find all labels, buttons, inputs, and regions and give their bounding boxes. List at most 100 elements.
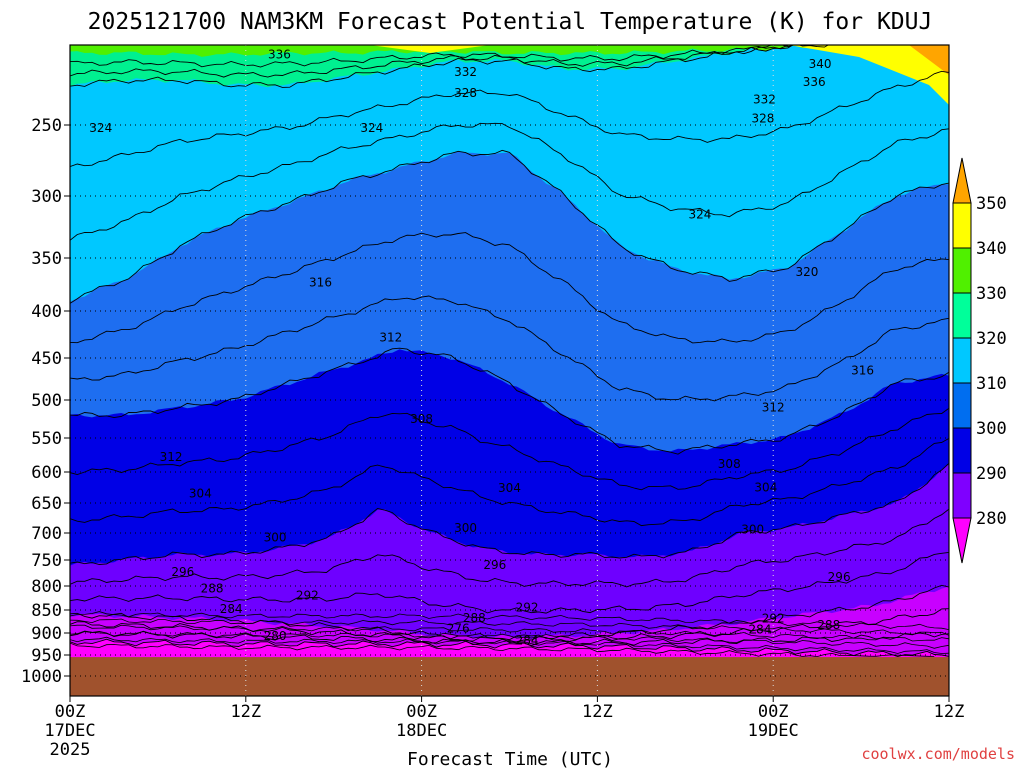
contour-label: 288 — [201, 581, 224, 595]
x-tick-label: 12Z — [934, 702, 965, 722]
x-tick-year: 2025 — [50, 740, 91, 760]
contour-label: 284 — [220, 602, 243, 616]
fill-band-340 — [70, 45, 949, 57]
colorbar-box-340 — [952, 202, 972, 249]
x-tick-label: 00Z — [406, 702, 437, 722]
contour-label: 312 — [379, 330, 402, 344]
contour-line — [70, 638, 949, 657]
colorbar: 280 290 300 310 320 330 340 350 — [952, 157, 1007, 564]
contour-label: 332 — [753, 92, 776, 106]
contour-line — [70, 618, 949, 636]
contour-label: 292 — [762, 611, 785, 625]
fill-band-320 — [70, 45, 949, 302]
colorbar-label: 320 — [976, 329, 1007, 349]
credit-text: coolwx.com/models — [861, 745, 1015, 763]
y-tick-label: 550 — [31, 429, 62, 449]
contour-line — [70, 642, 935, 658]
contour-line — [70, 295, 949, 402]
y-tick-label: 750 — [31, 551, 62, 571]
x-tick-label: 12Z — [230, 702, 261, 722]
contour-label: 312 — [160, 450, 183, 464]
x-tick-date: 18DEC — [396, 721, 447, 741]
contour-line — [70, 611, 949, 630]
colorbar-arrow-top — [952, 157, 972, 204]
contour-line — [70, 438, 949, 527]
contour-label: 300 — [741, 522, 764, 536]
contour-line — [70, 45, 829, 68]
y-tick-label: 500 — [31, 391, 62, 411]
contour-labels: 336 332 328 340 336 332 328 324 324 324 320 316 312 3… — [89, 48, 874, 648]
contour-line — [70, 232, 949, 344]
y-tick-label: 600 — [31, 463, 62, 483]
contour-label: 284 — [516, 633, 539, 647]
colorbar-box-290 — [952, 427, 972, 474]
y-tick-label: 400 — [31, 302, 62, 322]
colorbar-label: 300 — [976, 419, 1007, 439]
contour-line — [70, 508, 949, 588]
y-tick-label: 700 — [31, 524, 62, 544]
y-tick-label: 650 — [31, 494, 62, 514]
contour-label: 300 — [454, 521, 477, 535]
contour-line — [70, 551, 949, 614]
contour-label: 324 — [360, 121, 383, 135]
y-tick-label: 950 — [31, 646, 62, 666]
contour-label: 308 — [410, 412, 433, 426]
colorbar-label: 350 — [976, 194, 1007, 214]
y-tick-label: 1000 — [21, 667, 62, 687]
contour-label: 296 — [483, 558, 506, 572]
contour-line — [70, 149, 949, 304]
contour-label: 312 — [762, 401, 785, 415]
y-tick-label: 800 — [31, 577, 62, 597]
x-tick-label: 12Z — [582, 702, 613, 722]
contour-label: 336 — [803, 75, 826, 89]
contour-line — [70, 70, 949, 168]
contour-label: 324 — [89, 121, 112, 135]
y-tick-label: 900 — [31, 624, 62, 644]
colorbar-box-330 — [952, 247, 972, 294]
contour-lines — [70, 45, 949, 658]
x-tick-label: 00Z — [55, 702, 86, 722]
contour-label: 308 — [718, 457, 741, 471]
contour-label: 304 — [498, 481, 521, 495]
contour-label: 320 — [795, 265, 818, 279]
colorbar-label: 310 — [976, 374, 1007, 394]
contour-label: 280 — [264, 629, 287, 643]
contour-label: 292 — [296, 589, 319, 603]
colorbar-label: 340 — [976, 239, 1007, 259]
colorbar-box-320 — [952, 292, 972, 339]
contour-line — [70, 122, 949, 241]
contour-line — [70, 584, 949, 641]
y-axis: 250 300 350 400 450 500 550 600 650 700 750 800 850 9… — [21, 116, 70, 687]
plot-frame — [69, 44, 950, 697]
y-tick-label: 250 — [31, 116, 62, 136]
contour-label: 296 — [171, 565, 194, 579]
colorbar-box-280 — [952, 472, 972, 519]
contour-label: 328 — [751, 112, 774, 126]
contour-line — [70, 630, 949, 649]
colorbar-label: 330 — [976, 284, 1007, 304]
contour-label: 304 — [189, 487, 212, 501]
contour-label: 288 — [817, 618, 840, 632]
ground-surface — [70, 657, 949, 696]
contour-label: 296 — [828, 570, 851, 584]
contour-label: 316 — [309, 275, 332, 289]
y-tick-label: 300 — [31, 187, 62, 207]
contour-label: 324 — [688, 208, 711, 222]
colorbar-box-310 — [952, 337, 972, 384]
contour-label: 340 — [809, 57, 832, 71]
x-axis-title: Forecast Time (UTC) — [407, 749, 613, 768]
contour-line — [70, 624, 949, 642]
y-tick-label: 350 — [31, 249, 62, 269]
contour-label: 288 — [463, 611, 486, 625]
contour-label: 328 — [454, 86, 477, 100]
fill-band-360 — [909, 45, 949, 75]
colorbar-label: 280 — [976, 509, 1007, 529]
contour-label: 316 — [851, 364, 874, 378]
fill-band-350b — [789, 45, 949, 105]
contour-label: 284 — [749, 622, 772, 636]
contour-label: 300 — [264, 530, 287, 544]
contour-line — [70, 45, 795, 88]
contour-label: 332 — [454, 65, 477, 79]
